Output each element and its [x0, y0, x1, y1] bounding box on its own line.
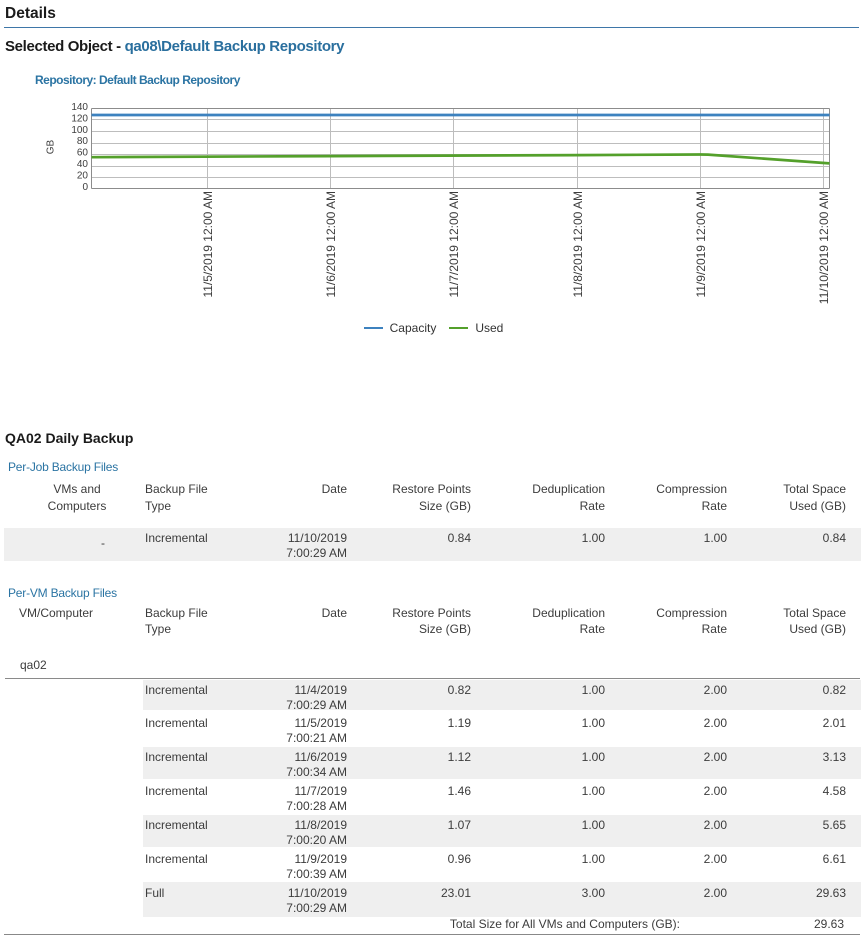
svg-text:GB: GB: [46, 139, 57, 154]
svg-text:140: 140: [71, 102, 88, 113]
svg-text:60: 60: [77, 148, 89, 159]
svg-text:80: 80: [77, 136, 89, 147]
svg-text:100: 100: [71, 125, 88, 136]
svg-text:120: 120: [71, 113, 88, 124]
svg-text:40: 40: [77, 159, 89, 170]
svg-text:0: 0: [82, 182, 88, 193]
svg-text:20: 20: [77, 171, 89, 182]
